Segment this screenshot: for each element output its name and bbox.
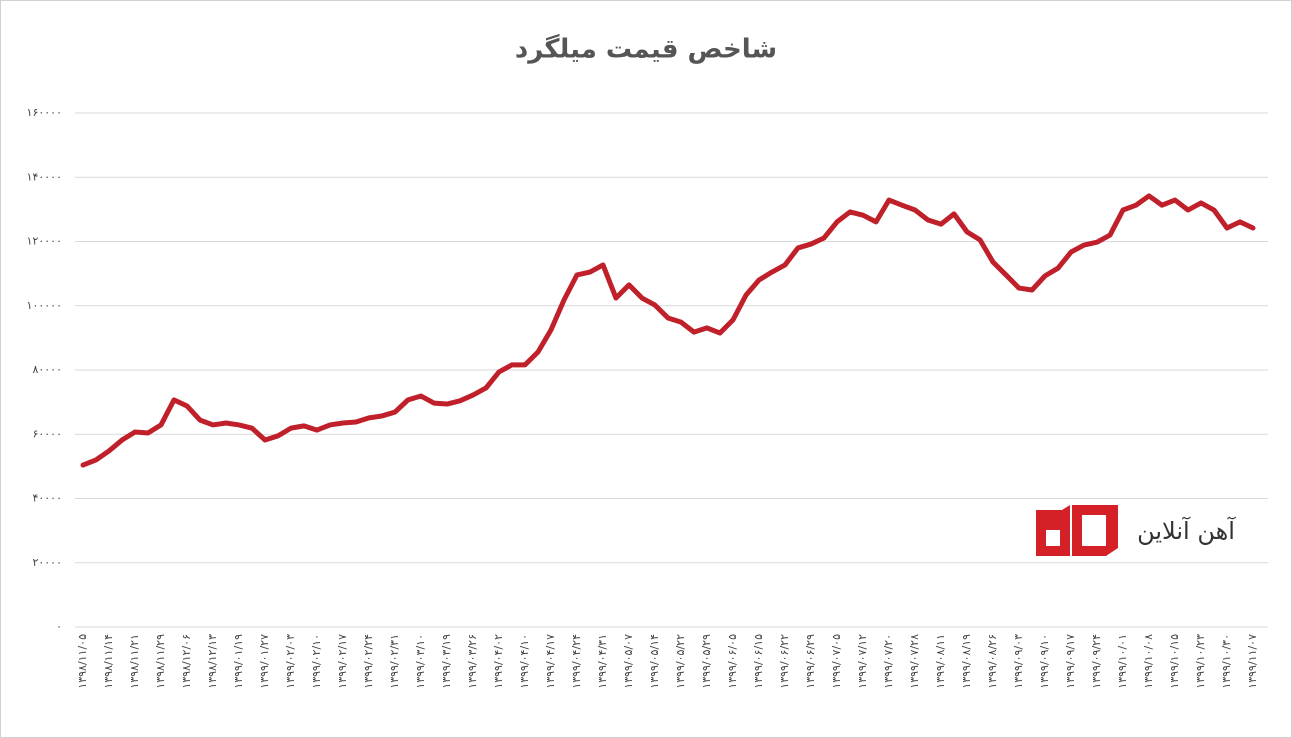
x-tick-label: ۱۳۹۹/۰۶/۲۹	[804, 634, 817, 689]
x-tick-label: ۱۳۹۹/۰۲/۱۰	[310, 634, 323, 689]
x-tick-label: ۱۳۹۹/۱۰/۱۵	[1168, 634, 1181, 689]
x-tick-label: ۱۳۹۸/۱۱/۰۵	[76, 634, 89, 689]
price-line	[80, 193, 1256, 468]
x-tick-label: ۱۳۹۹/۰۷/۲۸	[908, 634, 921, 689]
logo: آهن آنلاین	[1036, 505, 1236, 556]
x-tick-label: ۱۳۹۹/۰۴/۰۲	[492, 634, 505, 689]
x-tick-label: ۱۳۹۹/۰۵/۲۹	[700, 634, 713, 689]
x-tick-label: ۱۳۹۹/۰۷/۱۲	[856, 634, 869, 689]
x-tick-label: ۱۳۹۹/۰۷/۲۰	[882, 634, 895, 689]
x-tick-label: ۱۳۹۹/۰۴/۲۴	[570, 634, 583, 689]
x-tick-label: ۱۳۹۹/۱۰/۰۸	[1142, 634, 1155, 689]
x-tick-label: ۱۳۹۹/۰۴/۱۰	[518, 634, 531, 689]
x-tick-label: ۱۳۹۹/۰۲/۱۷	[336, 634, 349, 689]
x-tick-label: ۱۳۹۹/۰۶/۰۵	[726, 634, 739, 689]
x-tick-label: ۱۳۹۹/۰۹/۱۷	[1064, 634, 1077, 689]
x-tick-label: ۱۳۹۸/۱۱/۱۴	[102, 634, 115, 689]
x-tick-label: ۱۳۹۹/۰۸/۲۶	[986, 634, 999, 689]
x-tick-label: ۱۳۹۹/۰۱/۱۹	[232, 634, 245, 689]
logo-text: آهن آنلاین	[1137, 516, 1236, 545]
x-tick-label: ۱۳۹۹/۱۰/۲۳	[1194, 634, 1207, 689]
x-tick-label: ۱۳۹۹/۰۴/۱۷	[544, 634, 557, 689]
chart-title: شاخص قیمت میلگرد	[515, 34, 777, 65]
y-tick-label: ۲۰۰۰۰	[32, 556, 62, 569]
x-tick-label: ۱۳۹۹/۰۸/۱۱	[934, 634, 947, 689]
x-tick-label: ۱۳۹۹/۰۲/۰۳	[284, 634, 297, 689]
y-tick-label: ۴۰۰۰۰	[32, 492, 62, 505]
x-tick-label: ۱۳۹۹/۰۱/۲۷	[258, 634, 271, 689]
x-tick-label: ۱۳۹۹/۰۴/۳۱	[596, 634, 609, 689]
logo-mark-d	[1072, 505, 1118, 556]
x-tick-label: ۱۳۹۹/۰۵/۰۷	[622, 634, 635, 689]
x-tick-label: ۱۳۹۹/۱۱/۰۷	[1246, 634, 1259, 689]
y-tick-label: ۱۴۰۰۰۰	[27, 170, 62, 183]
x-tick-label: ۱۳۹۹/۰۸/۱۹	[960, 634, 973, 689]
y-tick-label: ۱۶۰۰۰۰	[27, 106, 62, 119]
x-tick-label: ۱۳۹۹/۰۶/۱۵	[752, 634, 765, 689]
logo-mark-a	[1036, 505, 1070, 556]
x-tick-label: ۱۳۹۹/۰۹/۲۴	[1090, 634, 1103, 689]
x-tick-label: ۱۳۹۸/۱۲/۱۳	[206, 634, 219, 689]
x-tick-label: ۱۳۹۸/۱۱/۲۱	[128, 634, 141, 689]
x-tick-label: ۱۳۹۹/۰۹/۱۰	[1038, 634, 1051, 689]
x-tick-label: ۱۳۹۸/۱۱/۲۹	[154, 634, 167, 689]
x-tick-label: ۱۳۹۹/۱۰/۰۱	[1116, 634, 1129, 689]
x-tick-label: ۱۳۹۹/۰۹/۰۳	[1012, 634, 1025, 689]
x-tick-label: ۱۳۹۹/۰۷/۰۵	[830, 634, 843, 689]
x-tick-label: ۱۳۹۹/۱۰/۳۰	[1220, 634, 1233, 689]
x-tick-label: ۱۳۹۸/۱۲/۰۶	[180, 634, 193, 689]
x-tick-label: ۱۳۹۹/۰۲/۲۴	[362, 634, 375, 689]
x-tick-label: ۱۳۹۹/۰۲/۳۱	[388, 634, 401, 689]
x-tick-label: ۱۳۹۹/۰۳/۱۰	[414, 634, 427, 689]
y-tick-label: ۶۰۰۰۰	[32, 427, 62, 440]
x-tick-label: ۱۳۹۹/۰۶/۲۲	[778, 634, 791, 689]
y-tick-label: ۸۰۰۰۰	[32, 363, 62, 376]
x-tick-label: ۱۳۹۹/۰۳/۱۹	[440, 634, 453, 689]
x-tick-label: ۱۳۹۹/۰۳/۲۶	[466, 634, 479, 689]
x-tick-label: ۱۳۹۹/۰۵/۲۲	[674, 634, 687, 689]
y-tick-label: ۰	[56, 620, 62, 633]
x-tick-label: ۱۳۹۹/۰۵/۱۴	[648, 634, 661, 689]
y-tick-label: ۱۲۰۰۰۰	[27, 235, 62, 248]
y-tick-label: ۱۰۰۰۰۰	[27, 299, 62, 312]
